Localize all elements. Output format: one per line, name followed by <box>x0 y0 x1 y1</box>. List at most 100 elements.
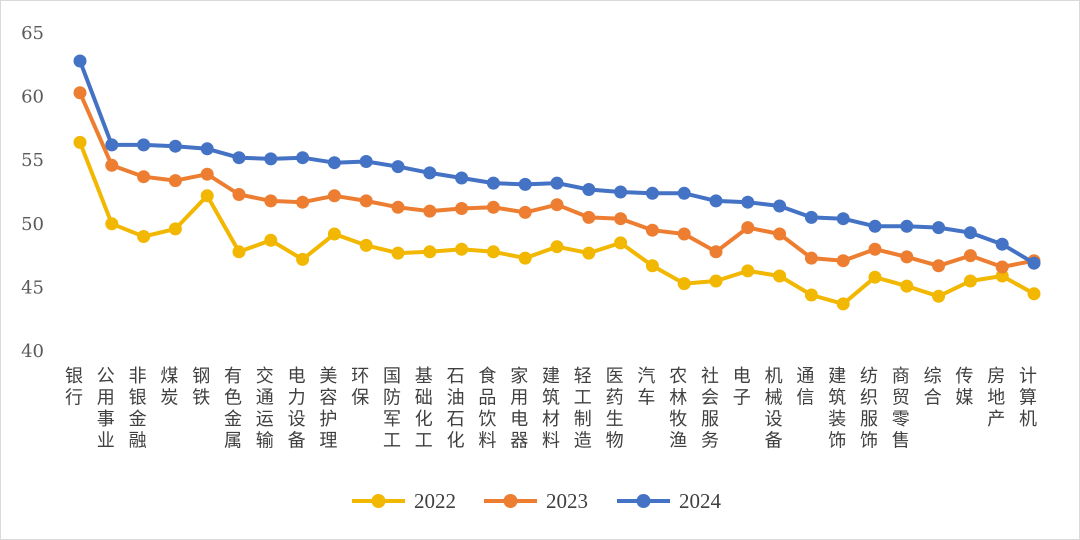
data-point <box>963 274 977 288</box>
x-tick-label: 机械设备 <box>765 366 783 452</box>
data-point <box>264 194 278 208</box>
data-point <box>327 156 341 170</box>
data-point <box>73 135 87 149</box>
x-tick-label: 通信 <box>796 366 814 409</box>
data-point <box>614 236 628 250</box>
x-tick-label: 有色金属 <box>224 366 242 452</box>
data-point <box>486 245 500 259</box>
data-point <box>264 233 278 247</box>
data-point <box>168 174 182 188</box>
series-line-2024 <box>78 59 1036 266</box>
x-tick-label: 传媒 <box>955 366 973 409</box>
data-point <box>741 264 755 278</box>
data-point <box>232 245 246 259</box>
x-tick-label: 电力设备 <box>288 366 306 452</box>
data-point <box>1027 256 1041 270</box>
data-point <box>900 219 914 233</box>
data-point <box>550 240 564 254</box>
x-tick-label: 环保 <box>351 366 369 409</box>
data-point <box>518 205 532 219</box>
series-line-2022 <box>78 140 1036 306</box>
legend-marker <box>503 494 518 508</box>
data-point <box>773 227 787 241</box>
x-tick-label: 建筑材料 <box>542 366 560 452</box>
data-point <box>900 279 914 293</box>
y-tick-label: 40 <box>21 341 44 362</box>
x-axis-category-labels: 银行公用事业非银金融煤炭钢铁有色金属交通运输电力设备美容护理环保国防军工基础化工… <box>65 366 1037 452</box>
x-tick-label: 银行 <box>65 366 83 409</box>
x-tick-label: 农林牧渔 <box>669 366 687 452</box>
x-tick-label: 食品饮料 <box>478 366 496 452</box>
data-point <box>645 223 659 237</box>
data-point <box>932 289 946 303</box>
data-point <box>105 158 119 172</box>
data-point <box>137 230 151 243</box>
x-tick-label: 纺织服饰 <box>860 366 878 452</box>
data-point <box>232 151 246 165</box>
data-point <box>359 194 373 208</box>
x-tick-label: 建筑装饰 <box>828 366 846 452</box>
data-point <box>232 188 246 201</box>
x-tick-label: 交通运输 <box>256 366 274 452</box>
data-point <box>423 166 437 180</box>
legend-item-2024: 2024 <box>617 489 722 513</box>
data-point <box>455 202 469 215</box>
x-tick-label: 国防军工 <box>383 366 401 452</box>
data-point <box>709 194 723 208</box>
data-point <box>137 170 151 184</box>
data-point <box>137 138 151 152</box>
data-point <box>868 219 882 233</box>
data-point <box>391 160 405 174</box>
x-tick-label: 轻工制造 <box>574 366 592 452</box>
x-tick-label: 医药生物 <box>606 366 624 452</box>
data-point <box>359 155 373 168</box>
series-layer <box>73 54 1041 311</box>
data-point <box>518 251 532 265</box>
data-point <box>423 204 437 218</box>
data-point <box>327 189 341 203</box>
data-point <box>582 183 596 196</box>
data-point <box>391 246 405 260</box>
series-2023 <box>73 86 1041 274</box>
data-point <box>773 199 787 213</box>
data-point <box>741 221 755 235</box>
data-point <box>296 195 310 209</box>
data-point <box>105 217 119 231</box>
data-point <box>868 270 882 284</box>
data-point <box>709 245 723 259</box>
data-point <box>550 176 564 190</box>
legend-label: 2022 <box>414 489 456 513</box>
x-tick-label: 综合 <box>924 366 942 409</box>
data-point <box>582 246 596 260</box>
data-point <box>804 251 818 265</box>
data-point <box>900 250 914 264</box>
data-point <box>963 226 977 240</box>
legend-item-2022: 2022 <box>352 489 456 513</box>
data-point <box>518 177 532 191</box>
data-point <box>709 274 723 288</box>
y-tick-label: 50 <box>21 214 44 235</box>
x-tick-label: 社会服务 <box>701 366 719 452</box>
data-point <box>486 200 500 214</box>
data-point <box>486 176 500 190</box>
data-point <box>995 269 1009 283</box>
legend-marker <box>636 494 651 508</box>
data-point <box>73 86 87 100</box>
x-tick-label: 非银金融 <box>129 366 147 452</box>
series-2022 <box>73 135 1041 311</box>
data-point <box>391 200 405 214</box>
x-tick-label: 煤炭 <box>160 366 178 409</box>
x-tick-label: 计算机 <box>1019 366 1037 430</box>
x-tick-label: 电子 <box>733 366 751 409</box>
x-tick-label: 美容护理 <box>319 366 337 452</box>
legend-marker <box>371 494 386 508</box>
data-point <box>836 212 850 226</box>
data-point <box>200 142 214 156</box>
data-point <box>73 54 87 68</box>
data-point <box>359 238 373 252</box>
data-point <box>423 245 437 259</box>
data-point <box>836 297 850 311</box>
data-point <box>677 277 691 291</box>
